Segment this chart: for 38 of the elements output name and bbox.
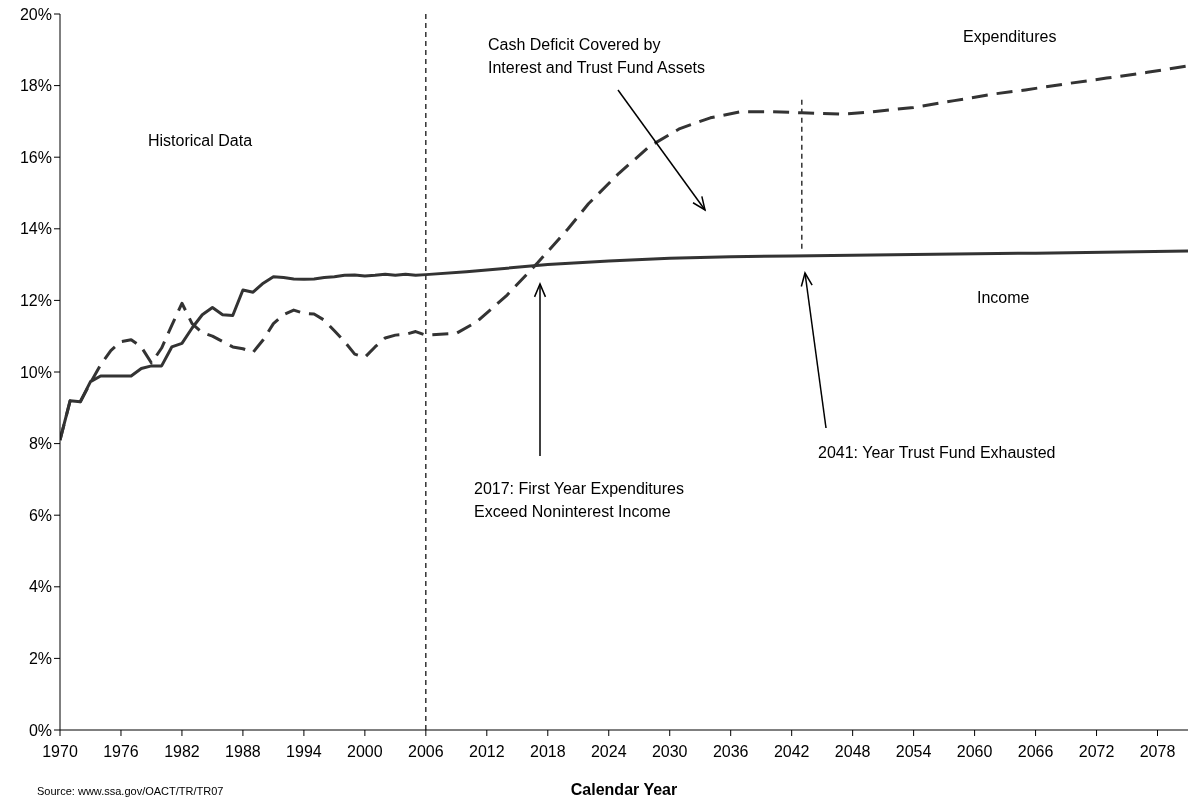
annotation: Cash Deficit Covered by Interest and Trust Fund Assets (488, 36, 705, 77)
y-tick-label: 12% (19, 292, 52, 310)
x-tick-label: 2012 (469, 743, 505, 761)
x-tick-label: 2036 (712, 743, 749, 761)
x-tick-label: 2000 (347, 743, 383, 761)
y-tick-label: 10% (19, 363, 52, 381)
y-tick-label: 2% (28, 650, 52, 668)
x-tick-label: 1988 (225, 743, 261, 761)
x-tick-label: 2072 (1078, 743, 1115, 761)
x-tick-label: 2078 (1139, 743, 1176, 761)
annotation: Historical Data (148, 132, 253, 149)
x-tick-label: 2060 (956, 743, 993, 761)
x-tick-label: 1970 (42, 743, 78, 761)
x-tick-label: 1982 (164, 743, 200, 761)
annotation: 2041: Year Trust Fund Exhausted (818, 444, 1056, 461)
source-note: Source: www.ssa.gov/OACT/TR/TR07 (37, 785, 224, 797)
annotation: 2017: First Year Expenditures Exceed Noninterest Income (474, 480, 684, 521)
y-tick-label: 8% (28, 435, 52, 453)
y-tick-label: 6% (28, 506, 52, 524)
x-tick-label: 2054 (895, 743, 932, 761)
x-tick-label: 2024 (590, 743, 627, 761)
x-tick-label: 2006 (408, 743, 444, 761)
x-tick-label: 2048 (834, 743, 871, 761)
y-tick-label: 20% (19, 5, 52, 23)
x-tick-label: 1976 (103, 743, 139, 761)
y-tick-label: 14% (19, 220, 52, 238)
x-tick-label: 2018 (529, 743, 566, 761)
x-tick-label: 2066 (1017, 743, 1054, 761)
x-axis-title: Calendar Year (570, 781, 678, 798)
x-tick-label: 1994 (286, 743, 322, 761)
y-tick-label: 0% (28, 721, 52, 739)
y-tick-label: 18% (19, 77, 52, 95)
text: Income (977, 289, 1030, 306)
text: Expenditures (963, 28, 1057, 45)
y-tick-label: 16% (19, 148, 52, 166)
y-tick-label: 4% (28, 578, 52, 596)
x-tick-label: 2042 (773, 743, 810, 761)
x-tick-label: 2030 (651, 743, 688, 761)
